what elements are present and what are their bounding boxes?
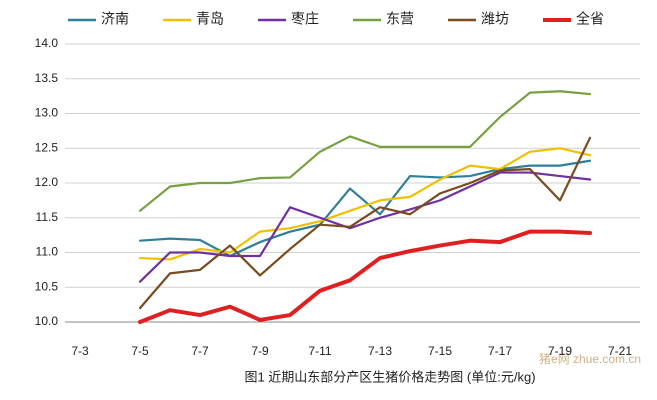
series-line: [138, 229, 592, 324]
series-line: [138, 171, 592, 283]
legend-label: 青岛: [196, 11, 224, 27]
legend-label: 济南: [101, 11, 129, 27]
x-tick-label: 7-21: [608, 344, 632, 358]
y-tick-label: 14.0: [35, 36, 59, 50]
y-tick-label: 11.5: [36, 210, 59, 224]
legend-label: 全省: [576, 11, 604, 27]
y-tick-label: 12.0: [35, 175, 59, 189]
x-tick-label: 7-3: [71, 344, 89, 358]
legend-label: 东营: [386, 11, 414, 27]
chart-title: 图1 近期山东部分产区生猪价格走势图 (单位:元/kg): [244, 369, 535, 384]
x-tick-label: 7-13: [368, 344, 392, 358]
series-line: [138, 159, 592, 258]
watermark: 猪e网 zhue.com.cn: [539, 352, 641, 366]
x-tick-label: 7-7: [191, 344, 209, 358]
y-tick-label: 10.0: [35, 314, 59, 328]
x-tick-label: 7-11: [308, 344, 331, 358]
x-tick-label: 7-5: [131, 344, 149, 358]
y-tick-label: 13.0: [35, 106, 59, 120]
y-tick-label: 11.0: [36, 245, 59, 259]
y-tick-label: 10.5: [35, 279, 59, 293]
x-tick-label: 7-15: [428, 344, 452, 358]
x-tick-label: 7-19: [548, 344, 572, 358]
x-tick-label: 7-17: [488, 344, 512, 358]
y-tick-label: 12.5: [35, 140, 59, 154]
y-tick-label: 13.5: [35, 71, 59, 85]
series-line: [138, 90, 592, 212]
legend-label: 潍坊: [481, 11, 509, 27]
series-line: [138, 136, 592, 310]
series-line: [138, 147, 592, 261]
legend-label: 枣庄: [291, 11, 319, 27]
x-tick-label: 7-9: [251, 344, 269, 358]
